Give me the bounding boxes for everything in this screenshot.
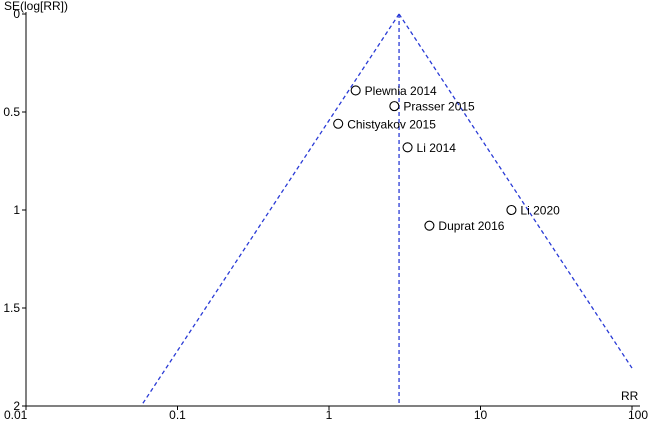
x-axis-title: RR bbox=[621, 389, 639, 403]
study-point bbox=[424, 220, 435, 231]
study-point bbox=[506, 204, 517, 216]
study-point bbox=[333, 118, 344, 129]
study-point bbox=[350, 85, 361, 96]
y-axis-ticks: 0 0.5 1 1.5 2 bbox=[3, 7, 26, 413]
study-point bbox=[389, 101, 400, 112]
x-tick-label: 1 bbox=[326, 408, 333, 422]
study-label: Li 2014 bbox=[417, 141, 457, 155]
funnel-right-limit bbox=[398, 13, 633, 369]
study-label: Duprat 2016 bbox=[438, 219, 504, 233]
funnel-left-limit bbox=[140, 13, 400, 407]
y-tick-label: 2 bbox=[13, 399, 20, 413]
y-tick-label: 0.5 bbox=[3, 105, 20, 119]
study-point bbox=[402, 142, 413, 153]
study-label: Prasser 2015 bbox=[403, 100, 475, 114]
y-tick-label: 1 bbox=[13, 203, 20, 217]
study-label: Plewnia 2014 bbox=[365, 84, 437, 98]
x-tick-label: 0.01 bbox=[4, 408, 28, 422]
study-label: Chistyakov 2015 bbox=[347, 117, 436, 131]
axes bbox=[25, 12, 640, 407]
y-tick-label: 0 bbox=[13, 7, 20, 21]
x-tick-label: 100 bbox=[628, 408, 648, 422]
x-axis-ticks: 0.01 0.1 1 10 100 bbox=[4, 406, 648, 422]
y-tick-label: 1.5 bbox=[3, 301, 20, 315]
study-points: Plewnia 2014 Prasser 2015 Chistyakov 2015 L… bbox=[333, 84, 560, 233]
study-label: Li 2020 bbox=[520, 204, 560, 218]
y-axis-title: SE(log[RR]) bbox=[4, 0, 68, 13]
x-tick-label: 0.1 bbox=[169, 408, 186, 422]
funnel-guides bbox=[140, 13, 633, 407]
x-tick-label: 10 bbox=[474, 408, 488, 422]
